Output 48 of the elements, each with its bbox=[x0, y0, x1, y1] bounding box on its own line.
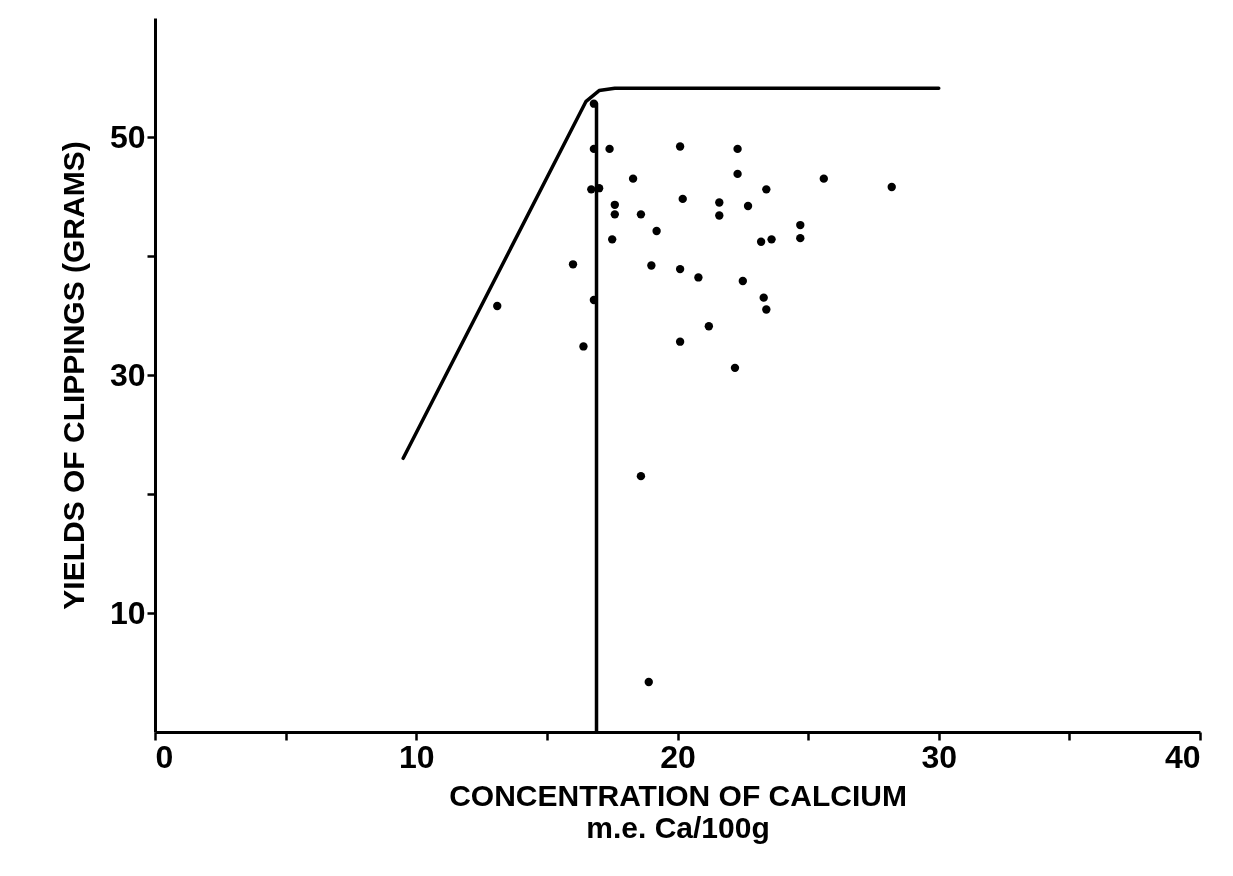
point bbox=[767, 235, 776, 244]
point bbox=[759, 293, 768, 302]
x-tick-label: 30 bbox=[921, 738, 958, 775]
x-tick-label: 20 bbox=[660, 738, 696, 775]
point bbox=[704, 322, 714, 331]
point bbox=[675, 337, 685, 346]
y-tick-label: 10 bbox=[109, 594, 146, 631]
point bbox=[743, 201, 753, 211]
point bbox=[610, 200, 619, 209]
point bbox=[715, 198, 724, 207]
point bbox=[628, 174, 638, 183]
point bbox=[678, 194, 687, 204]
point bbox=[636, 471, 646, 481]
point bbox=[652, 226, 661, 236]
y-tick-label: 30 bbox=[109, 356, 146, 393]
point bbox=[636, 210, 646, 219]
point bbox=[733, 169, 742, 179]
point bbox=[762, 305, 771, 314]
point bbox=[796, 233, 805, 243]
point bbox=[493, 301, 502, 311]
point bbox=[608, 235, 617, 244]
point bbox=[589, 99, 599, 108]
point bbox=[730, 363, 740, 373]
point bbox=[579, 342, 588, 351]
point bbox=[605, 144, 614, 154]
x-tick-label: 40 bbox=[1164, 738, 1201, 775]
point bbox=[887, 182, 896, 192]
point bbox=[610, 210, 619, 219]
point bbox=[647, 261, 656, 270]
point bbox=[568, 260, 578, 269]
x-tick-label: 10 bbox=[398, 738, 435, 775]
y-axis-title: YIELDS OF CLIPPINGS (GRAMS) bbox=[56, 141, 90, 610]
point bbox=[587, 185, 596, 194]
point bbox=[715, 211, 724, 220]
point bbox=[762, 185, 771, 194]
point bbox=[819, 174, 828, 183]
point bbox=[694, 273, 703, 282]
point bbox=[675, 142, 685, 151]
x-axis-title: CONCENTRATION OF CALCIUM m.e. Ca/100g bbox=[449, 778, 907, 844]
point bbox=[675, 264, 685, 274]
y-tick-label: 50 bbox=[109, 118, 146, 155]
point bbox=[796, 220, 805, 230]
point bbox=[756, 237, 766, 246]
point bbox=[738, 276, 747, 286]
point bbox=[733, 144, 742, 154]
line-series bbox=[401, 86, 941, 461]
x-tick-label: 0 bbox=[155, 738, 174, 775]
point bbox=[644, 677, 653, 687]
